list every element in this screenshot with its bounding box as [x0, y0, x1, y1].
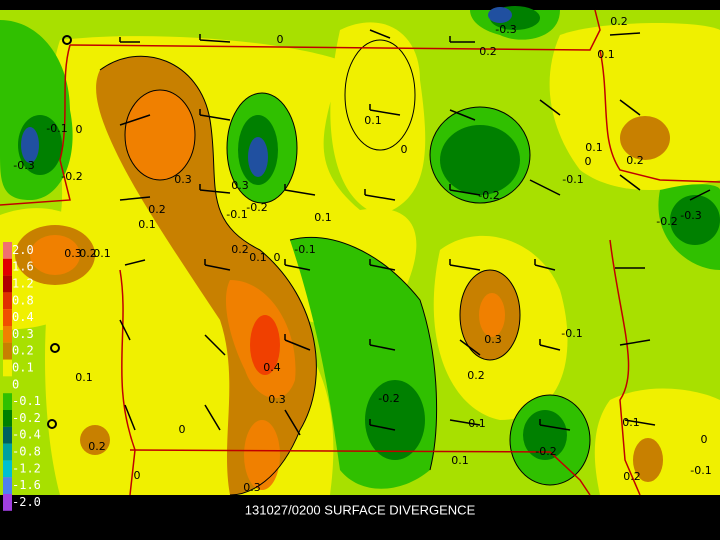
contour-label: 0.3	[243, 481, 261, 494]
contour-label: 0.3	[484, 333, 502, 346]
legend-swatch	[3, 342, 12, 360]
legend-swatch	[3, 494, 12, 511]
contour-label: 0.1	[585, 141, 603, 154]
legend-label: 0.2	[12, 344, 34, 358]
contour-label: 0.1	[451, 454, 469, 467]
legend-swatch	[3, 309, 12, 326]
contour-label: 0.1	[93, 247, 111, 260]
contour-label: 0	[277, 33, 284, 46]
contour-label: -0.2	[656, 215, 677, 228]
contour-labels: 0.30.20.10.20.1 0-0.10.40.300.30.200.10.3…	[13, 15, 711, 494]
wind-barbs	[119, 29, 711, 436]
legend-label: -1.2	[12, 461, 41, 475]
contour-label: 0.3	[174, 173, 192, 186]
contour-label: 0.2	[231, 243, 249, 256]
legend-label: 1.6	[12, 260, 34, 274]
legend-label: 2.0	[12, 243, 34, 257]
legend-swatch	[3, 477, 12, 494]
contour-label: -0.2	[535, 445, 556, 458]
contour-label: -0.1	[226, 208, 247, 221]
contour-label: 0.2	[467, 369, 485, 382]
legend-label: 0.4	[12, 310, 34, 324]
contour-label: -0.3	[495, 23, 516, 36]
legend-label: 0.8	[12, 293, 34, 307]
legend-swatch	[3, 359, 12, 377]
contour-label: 0.2	[626, 154, 644, 167]
legend-label: -1.6	[12, 478, 41, 492]
contour-label: 0.1	[622, 416, 640, 429]
contour-label: 0.1	[75, 371, 93, 384]
legend-swatch	[3, 376, 12, 394]
legend-swatch	[3, 426, 12, 444]
contour-label: -0.1	[561, 327, 582, 340]
legend-label: 1.2	[12, 277, 34, 291]
color-legend: 2.0 1.6 1.2 0.8 0.4 0.3 0.2 0.1 0 -0.1 -0.2 -0.4 -0.…	[3, 242, 41, 511]
contour-label: 0.1	[468, 417, 486, 430]
contour-label: -0.3	[680, 209, 701, 222]
legend-label: 0.3	[12, 327, 34, 341]
contour-label: 0.1	[597, 48, 615, 61]
legend-label: 0	[12, 377, 19, 391]
legend-swatch	[3, 258, 12, 276]
state-borders	[0, 9, 720, 496]
contour-label: -0.1	[690, 464, 711, 477]
contour-label: -0.2	[478, 189, 499, 202]
contour-label: 0.1	[138, 218, 156, 231]
divergence-field	[0, 6, 720, 495]
contour-label: -0.2	[61, 170, 82, 183]
contour-label: 0.2	[79, 247, 97, 260]
contour-label: -0.1	[294, 243, 315, 256]
contour-label: 0.3	[231, 179, 249, 192]
legend-label: -0.2	[12, 411, 41, 425]
contour-label: -0.2	[378, 392, 399, 405]
contour-label: 0	[134, 469, 141, 482]
contour-label: 0.4	[263, 361, 281, 374]
legend-swatch	[3, 292, 12, 310]
contour-label: 0	[701, 433, 708, 446]
legend-label: -0.1	[12, 394, 41, 408]
contour-label: 0.2	[479, 45, 497, 58]
legend-swatch	[3, 242, 12, 259]
contour-label: 0	[585, 155, 592, 168]
contour-label: 0	[179, 423, 186, 436]
contour-label: -0.1	[562, 173, 583, 186]
contour-label: 0.2	[610, 15, 628, 28]
legend-swatch	[3, 393, 12, 410]
legend-swatch	[3, 275, 12, 293]
legend-label: -2.0	[12, 495, 41, 509]
legend-label: -0.4	[12, 428, 41, 442]
legend-label: -0.8	[12, 445, 41, 459]
contour-label: 0	[274, 251, 281, 264]
legend-swatch	[3, 410, 12, 427]
legend-label: 0.1	[12, 361, 34, 375]
contour-label: 0.2	[88, 440, 106, 453]
contour-label: 0.3	[64, 247, 82, 260]
markers	[47, 35, 72, 429]
contour-label: -0.3	[13, 159, 34, 172]
legend-swatch	[3, 460, 12, 478]
legend-swatch	[3, 443, 12, 461]
contour-label: 0.1	[249, 251, 267, 264]
contour-label: 0.2	[148, 203, 166, 216]
contour-label: -0.1	[46, 122, 67, 135]
contour-label: 0.1	[314, 211, 332, 224]
legend-swatch	[3, 326, 12, 343]
contour-label: 0.2	[623, 470, 641, 483]
contour-label: 0	[401, 143, 408, 156]
contour-label: 0.1	[364, 114, 382, 127]
map-caption: 131027/0200 SURFACE DIVERGENCE	[245, 502, 476, 517]
contour-label: -0.2	[246, 201, 267, 214]
contour-label: 0	[76, 123, 83, 136]
contour-label: 0.3	[268, 393, 286, 406]
